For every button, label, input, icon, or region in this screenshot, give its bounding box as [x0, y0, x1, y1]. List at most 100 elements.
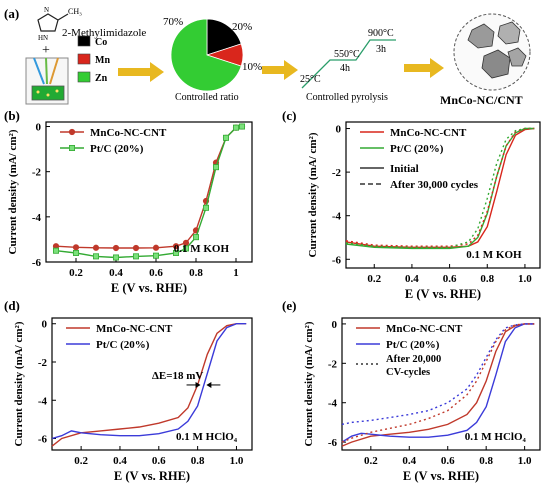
pyrolysis-profile: 25°C 550°C 4h 900°C 3h Controlled pyroly…	[300, 28, 396, 103]
data-point	[73, 249, 80, 256]
x-tick-label: 0.6	[443, 273, 457, 285]
x-tick-label: 0.6	[152, 455, 166, 467]
y-tick-label: -2	[32, 167, 42, 179]
pyrolysis-time-2: 4h	[340, 63, 350, 74]
chart-panel-b: (b) 0.2 0.4 0.6 0.8 1 0 -2 -4 -6 E (V vs. RHE) Curr…	[4, 108, 253, 295]
y-tick-label: 0	[36, 122, 42, 134]
legend-swatch-mn	[77, 53, 91, 65]
pie-slice-co	[206, 18, 242, 56]
x-tick-label: 0.6	[441, 455, 455, 467]
data-point	[69, 144, 76, 151]
series-line	[345, 127, 535, 249]
pie-slice-zn	[170, 18, 242, 92]
panel-label: (b)	[4, 108, 20, 123]
data-point	[202, 204, 209, 211]
legend-label: MnCo-NC-CNT	[386, 323, 463, 335]
arrow-icon	[118, 62, 164, 82]
plot-frame	[51, 317, 253, 451]
x-tick-label: 1.0	[518, 273, 532, 285]
data-point	[132, 253, 139, 260]
y-tick-label: -2	[328, 358, 338, 370]
series-line	[51, 323, 247, 447]
legend-label: Pt/C (20%)	[386, 339, 440, 351]
x-tick-label: 0.2	[367, 273, 381, 285]
data-point	[182, 245, 189, 252]
pyrolysis-time-3: 3h	[376, 44, 386, 55]
legend-label: MnCo-NC-CNT	[390, 127, 467, 139]
data-point	[172, 249, 179, 256]
chart-panel-e: (e) 0.2 0.4 0.6 0.8 1.0 0 -2 -4 -6 E (V vs. RHE) Cu…	[282, 298, 541, 483]
series-line	[345, 127, 535, 249]
svg-text:HN: HN	[38, 34, 48, 42]
data-point	[93, 253, 100, 260]
plot-frame	[45, 121, 253, 263]
plot-frame	[345, 121, 541, 269]
x-tick-label: 0.4	[402, 455, 416, 467]
panel-label: (e)	[282, 298, 296, 313]
y-axis-label: Current density (mA/ cm²)	[303, 321, 315, 446]
pyrolysis-temp-3: 900°C	[368, 28, 394, 39]
imidazole-structure-icon: CH₃ N HN	[37, 6, 82, 42]
product-name: MnCo-NC/CNT	[440, 93, 523, 107]
y-tick-label: -4	[328, 398, 338, 410]
x-axis-label: E (V vs. RHE)	[114, 469, 190, 483]
x-tick-label: 0.4	[405, 273, 419, 285]
legend-label-zn: Zn	[95, 73, 108, 84]
data-point	[212, 164, 219, 171]
data-point	[113, 254, 120, 261]
data-point	[232, 124, 239, 131]
x-tick-label: 1.0	[230, 455, 244, 467]
electrolyte-annotation: 0.1 M HClO₄	[465, 431, 527, 443]
series-line	[341, 323, 535, 443]
data-point	[172, 243, 180, 250]
y-tick-label: -4	[32, 212, 42, 224]
y-tick-label: -2	[332, 167, 342, 179]
y-axis-label: Current density (mA/ cm²)	[307, 132, 319, 257]
legend-label-co: Co	[95, 37, 107, 48]
x-tick-label: 1.0	[518, 455, 532, 467]
legend-label: Pt/C (20%)	[90, 143, 144, 155]
x-tick-label: 0.4	[109, 267, 123, 279]
pie-label-mn: 10%	[242, 61, 262, 73]
delta-e-arrows	[186, 381, 221, 388]
x-tick-label: 0.8	[479, 455, 493, 467]
svg-text:CH₃: CH₃	[68, 7, 82, 16]
data-point	[192, 234, 199, 241]
series-line	[341, 323, 535, 426]
x-tick-label: 0.6	[149, 267, 163, 279]
plot-frame	[341, 317, 541, 451]
pyrolysis-temp-2: 550°C	[334, 49, 360, 60]
pyrolysis-caption: Controlled pyrolysis	[306, 92, 388, 103]
legend-swatch-co	[77, 35, 91, 47]
electrolyte-annotation: 0.1 M KOH	[174, 243, 230, 255]
y-tick-label: -4	[332, 211, 342, 223]
series-line	[55, 125, 243, 249]
pie-caption: Controlled ratio	[175, 92, 239, 103]
y-tick-label: -6	[38, 434, 48, 446]
pyrolysis-temp-1: 25°C	[300, 74, 321, 85]
x-tick-label: 0.8	[189, 267, 203, 279]
legend-label: Pt/C (20%)	[96, 339, 150, 351]
legend-label: After 20,000 CV-cycles	[386, 354, 441, 378]
svg-text:N: N	[44, 6, 49, 14]
pie-label-co: 20%	[232, 21, 252, 33]
data-point	[112, 244, 120, 252]
y-axis-label: Current density (mA/ cm²)	[13, 321, 25, 446]
delta-e-label: ΔE=18 mV	[152, 370, 203, 382]
y-tick-label: -6	[332, 254, 342, 266]
ratio-pie	[170, 18, 244, 92]
electrolyte-annotation: 0.1 M KOH	[466, 249, 522, 261]
y-tick-label: -2	[38, 357, 48, 369]
series-line	[55, 125, 243, 259]
y-tick-label: 0	[332, 319, 338, 331]
data-point	[92, 244, 100, 251]
data-point	[132, 244, 140, 252]
legend-label: MnCo-NC-CNT	[96, 323, 173, 335]
y-tick-label: 0	[336, 124, 342, 136]
x-tick-label: 0.4	[113, 455, 127, 467]
legend-label: MnCo-NC-CNT	[90, 127, 167, 139]
y-tick-label: -6	[328, 437, 338, 449]
data-point	[222, 134, 229, 141]
